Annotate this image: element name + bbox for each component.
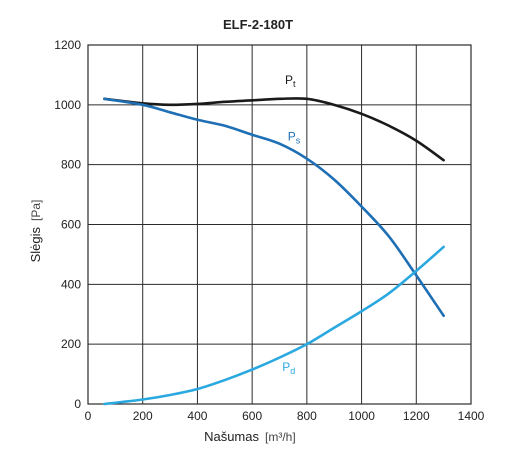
x-tick-label: 1400	[458, 409, 485, 423]
curve-pt-line	[103, 97, 445, 162]
curve-pt-label-sub: t	[293, 79, 296, 89]
curve-ps-label-main: P	[288, 130, 296, 144]
y-tick-label: 200	[61, 337, 81, 351]
x-tick-label: 200	[133, 409, 153, 423]
y-axis-unit: [Pa]	[29, 200, 43, 221]
y-tick-label: 1200	[54, 38, 81, 52]
curve-ps-label-sub: s	[296, 136, 301, 146]
y-axis-label: Slėgis	[28, 227, 43, 263]
chart-title: ELF-2-180T	[223, 17, 293, 32]
x-tick-label: 800	[297, 409, 317, 423]
x-tick-label: 400	[187, 409, 207, 423]
x-tick-label: 600	[242, 409, 262, 423]
axes: 0 200 400 600 800 1000 1200 1400 0 200 400 600 800 10…	[54, 38, 484, 423]
curve-pd-label-main: P	[282, 360, 290, 374]
y-tick-label: 400	[61, 277, 81, 291]
y-tick-label: 800	[61, 158, 81, 172]
curve-pd-line	[103, 245, 445, 406]
series-lines	[103, 97, 445, 406]
curve-pd-label: Pd	[282, 360, 295, 376]
x-tick-label: 1000	[348, 409, 375, 423]
curve-pd-label-sub: d	[290, 366, 295, 376]
y-axis-title: Slėgis [Pa]	[28, 200, 43, 263]
curve-ps-line	[103, 97, 445, 318]
plot-frame	[87, 44, 472, 405]
curve-pt-label: Pt	[285, 73, 296, 89]
y-tick-label: 1000	[54, 98, 81, 112]
x-axis-label: Našumas	[204, 429, 259, 444]
grid	[87, 44, 472, 405]
x-tick-label: 1200	[403, 409, 430, 423]
curve-pt-label-main: P	[285, 73, 293, 87]
y-tick-label: 600	[61, 218, 81, 232]
x-tick-label: 0	[85, 409, 92, 423]
y-tick-label: 0	[74, 397, 81, 411]
curve-ps-label: Ps	[288, 130, 301, 146]
x-axis-unit: [m³/h]	[265, 430, 296, 444]
